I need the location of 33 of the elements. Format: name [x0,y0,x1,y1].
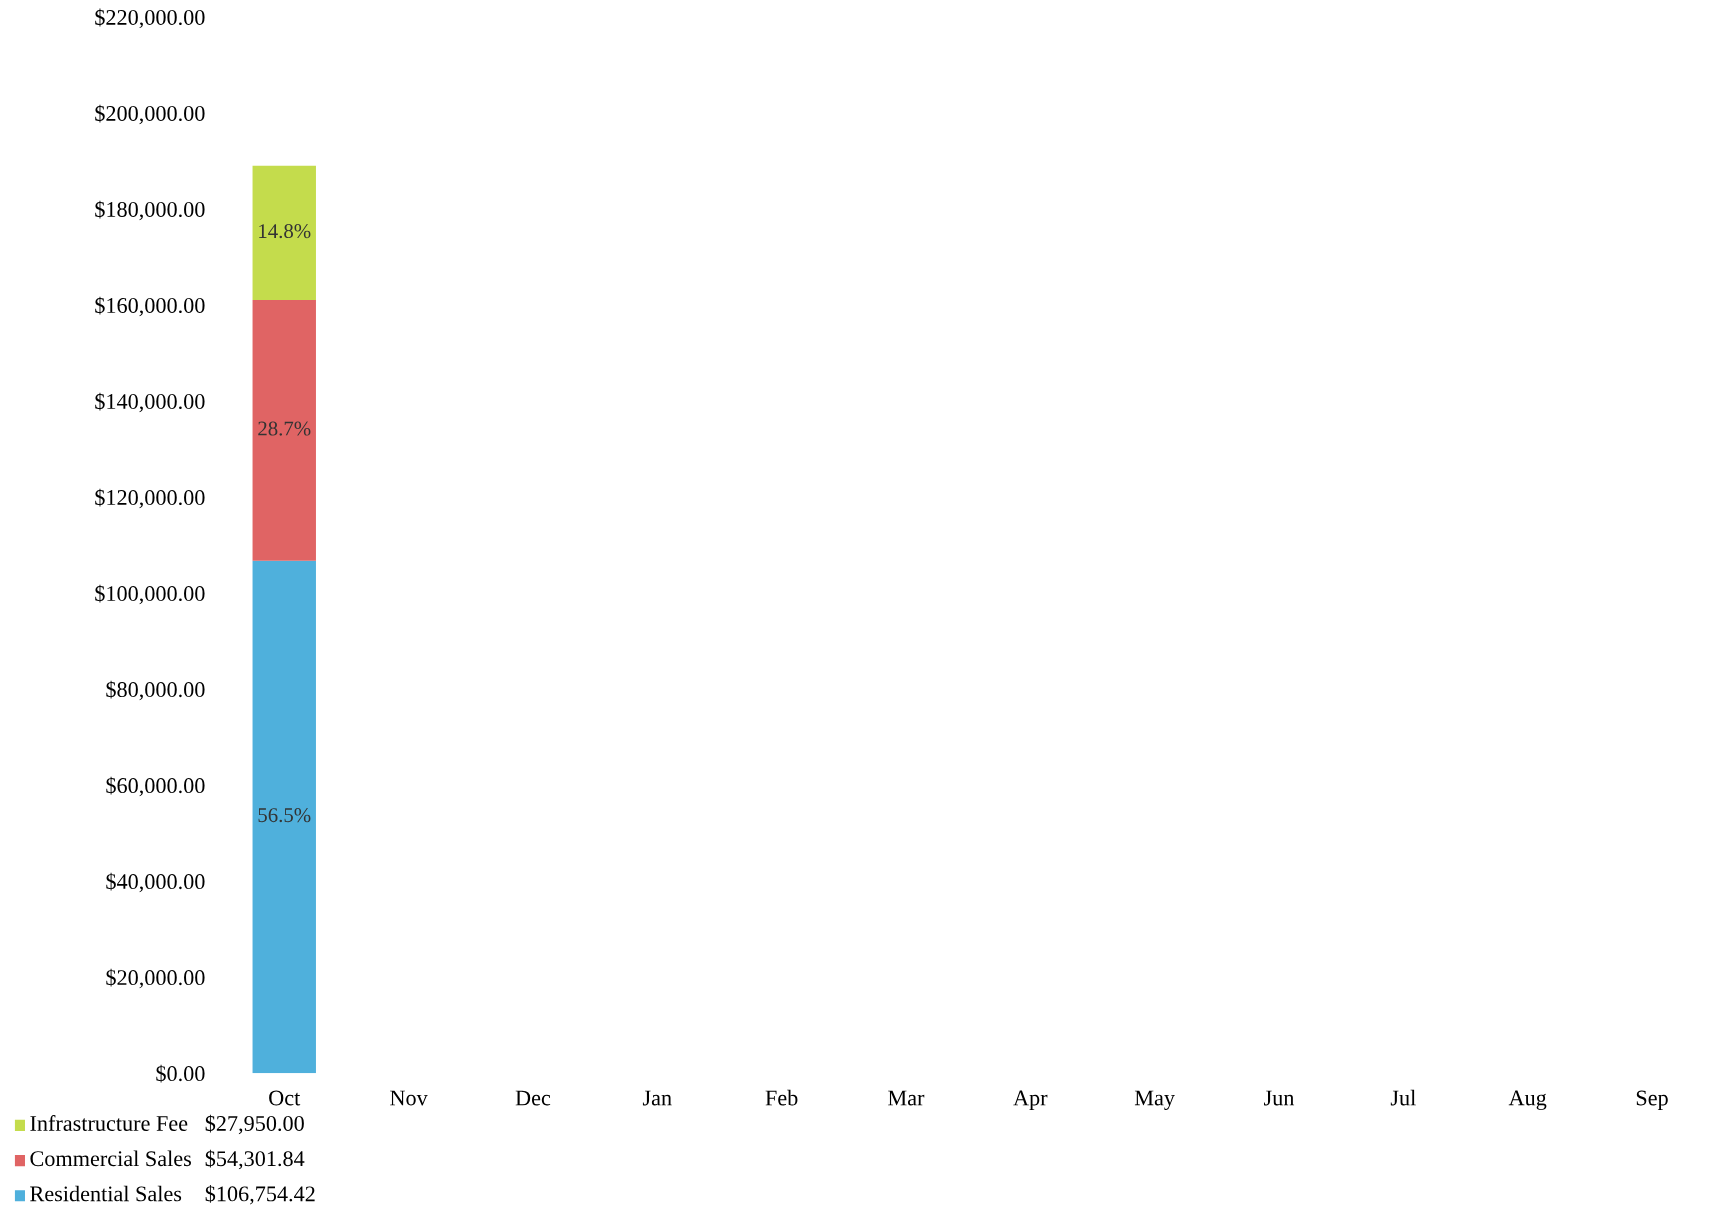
annotation: 28.7% [258,421,311,436]
x-tick-label: Sep [1636,1090,1668,1110]
y-tick-label: $60,000.00 [106,776,205,797]
y-tick-label: $220,000.00 [95,8,205,29]
x-tick-label: May [1134,1090,1175,1110]
x-tick-label: Nov [390,1090,428,1106]
x-tick-label: Jan [642,1090,672,1106]
text: $54,301.84 [205,1149,305,1170]
y-tick-label: $120,000.00 [95,488,205,509]
y-tick-label: $160,000.00 [95,296,205,317]
x-tick-label: Feb [765,1089,798,1106]
y-tick-label: $0.00 [156,1064,205,1083]
y-tick-label: $180,000.00 [95,200,205,221]
y-tick-label: $80,000.00 [106,680,205,701]
y-tick-label: $40,000.00 [106,872,205,893]
annotation: 14.8% [259,224,311,239]
text: $106,754.42 [205,1185,315,1205]
x-tick-label: Dec [515,1090,551,1106]
legend-label: Residential Sales [30,1185,182,1202]
x-tick-label: Apr [1013,1090,1048,1110]
y-tick-label: $140,000.00 [95,392,205,413]
legend-label: Infrastructure Fee [30,1115,188,1131]
y-tick-label: $20,000.00 [106,968,205,989]
legend-label: Commercial Sales [30,1150,191,1167]
y-tick-label: $200,000.00 [95,104,205,125]
x-tick-label: Jun [1264,1090,1295,1106]
annotation: 56.5% [258,808,311,823]
text: $27,950.00 [205,1114,304,1135]
x-tick-label: Oct [269,1090,301,1106]
y-tick-label: $100,000.00 [95,584,205,605]
x-tick-label: Jul [1390,1089,1416,1106]
x-tick-label: Mar [888,1090,925,1106]
x-tick-label: Aug [1508,1090,1547,1110]
